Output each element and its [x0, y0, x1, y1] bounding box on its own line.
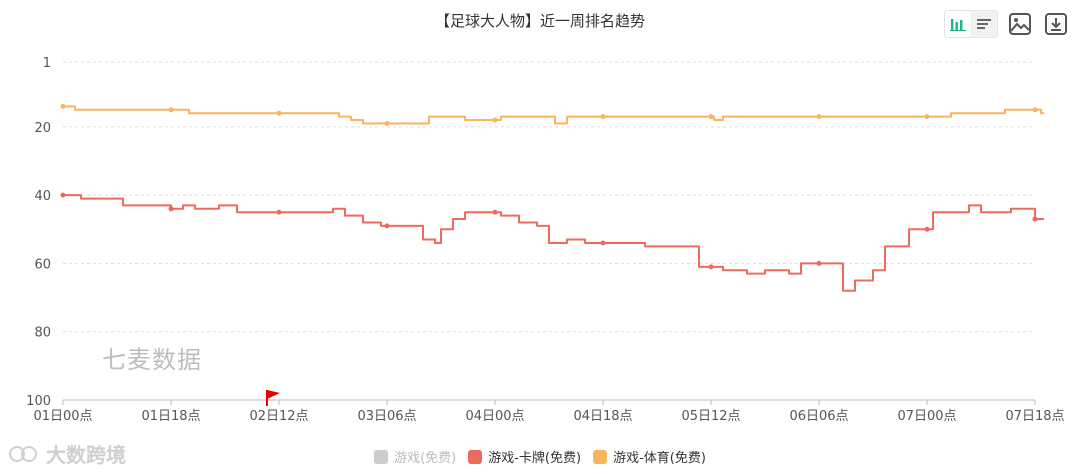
y-tick-label: 80: [34, 326, 51, 341]
series-point-1: [924, 226, 930, 232]
series-point-1: [60, 192, 66, 198]
y-tick-label: 1: [43, 56, 51, 71]
legend-swatch: [374, 449, 389, 464]
flag-icon: [267, 390, 280, 399]
series-point-2: [492, 117, 498, 123]
legend-item-card-games[interactable]: 游戏-卡牌(免费): [468, 447, 581, 466]
series-point-1: [1032, 216, 1038, 222]
corner-mark-text: 大数跨境: [46, 443, 126, 467]
x-tick-label: 04日00点: [465, 409, 524, 424]
series-point-1: [168, 206, 174, 212]
x-tick-label: 05日12点: [681, 409, 740, 424]
list-icon[interactable]: [971, 11, 997, 37]
x-tick-label: 01日18点: [141, 409, 200, 424]
watermark: 七麦数据: [102, 346, 202, 374]
series-point-2: [600, 114, 606, 120]
series-point-1: [816, 260, 822, 266]
y-tick-label: 40: [34, 189, 51, 204]
flag-marker: [266, 390, 280, 406]
corner-logo-icon: [9, 445, 37, 462]
chart-toolbar: [944, 10, 1070, 38]
series-layer: [60, 103, 1044, 292]
legend-swatch: [468, 449, 483, 464]
series-point-2: [924, 114, 930, 120]
x-axis: 01日00点 01日18点 02日12点 03日06点 04日00点 04日18点 05日1…: [33, 399, 1065, 424]
legend-item-games[interactable]: 游戏(免费): [374, 447, 456, 466]
series-point-2: [60, 103, 66, 109]
bar-chart-icon[interactable]: [945, 11, 971, 37]
y-tick-label: 100: [26, 394, 51, 409]
chart-title: 【足球大人物】近一周排名趋势: [434, 12, 645, 30]
legend: 游戏(免费) 游戏-卡牌(免费) 游戏-体育(免费): [0, 447, 1080, 466]
series-point-1: [276, 209, 282, 215]
corner-watermark: 大数跨境: [8, 439, 126, 468]
legend-label: 游戏(免费): [394, 451, 457, 466]
legend-swatch: [593, 449, 608, 464]
x-tick-label: 02日12点: [249, 409, 308, 424]
x-tick-label: 07日00点: [897, 409, 956, 424]
x-tick-label: 01日00点: [33, 409, 92, 424]
y-tick-label: 20: [34, 121, 51, 136]
series-point-2: [168, 107, 174, 113]
series-point-2: [276, 110, 282, 116]
image-export-icon[interactable]: [1006, 10, 1034, 38]
series-point-1: [708, 264, 714, 270]
x-tick-label: 06日06点: [789, 409, 848, 424]
series-line-2: [63, 105, 1044, 125]
x-tick-label: 07日18点: [1005, 409, 1064, 424]
series-point-2: [1032, 107, 1038, 113]
series-point-2: [384, 120, 390, 126]
series-line-1: [63, 194, 1044, 292]
download-icon[interactable]: [1042, 10, 1070, 38]
series-point-2: [708, 114, 714, 120]
x-tick-label: 04日18点: [573, 409, 632, 424]
view-toggle: [944, 10, 998, 38]
legend-item-sports-games[interactable]: 游戏-体育(免费): [593, 447, 706, 466]
legend-label: 游戏-卡牌(免费): [488, 451, 582, 466]
y-tick-label: 60: [34, 257, 51, 272]
x-tick-label: 03日06点: [357, 409, 416, 424]
legend-label: 游戏-体育(免费): [613, 451, 706, 466]
grid-lines: [63, 61, 1035, 333]
series-point-1: [492, 209, 498, 215]
series-point-1: [600, 240, 606, 246]
y-axis: 1 20 40 60 80 100: [26, 56, 51, 409]
series-point-2: [816, 114, 822, 120]
series-point-1: [384, 223, 390, 229]
